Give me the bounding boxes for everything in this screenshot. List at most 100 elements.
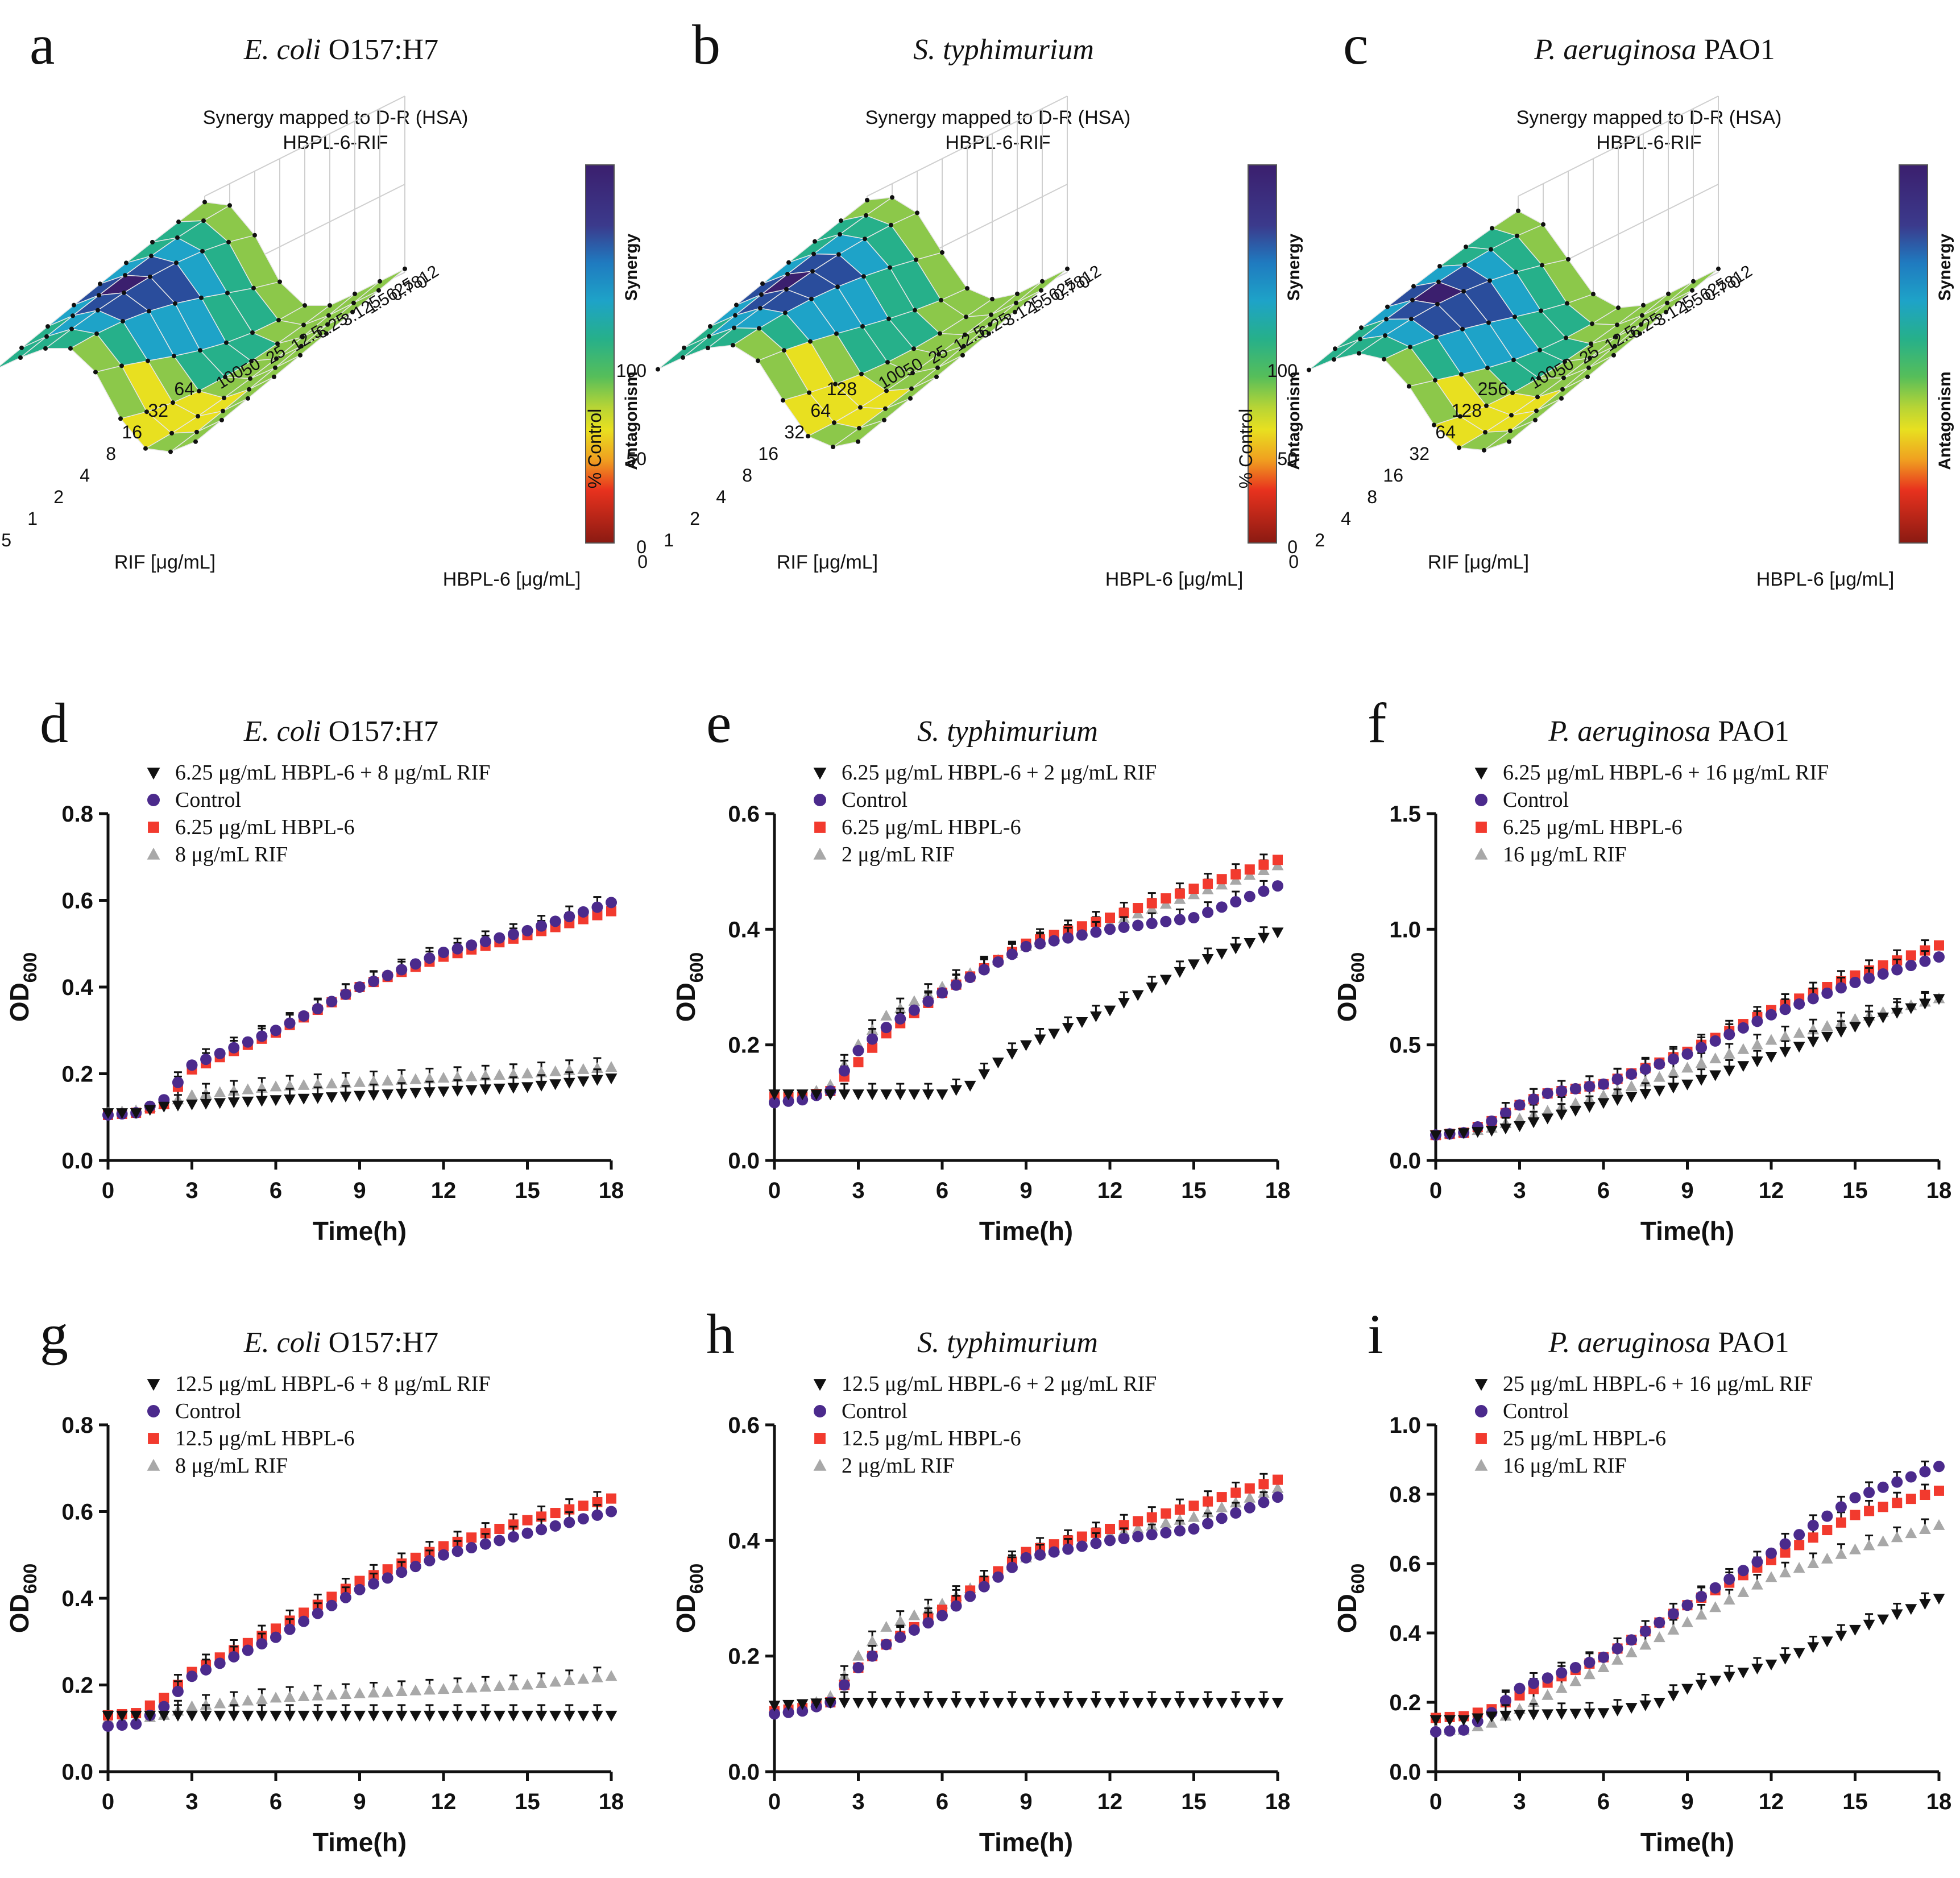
response-surface <box>656 195 1070 450</box>
data-point <box>549 1079 562 1091</box>
x-axis-label: Time(h) <box>313 1216 407 1246</box>
data-point <box>1542 1105 1554 1116</box>
data-point <box>1188 1698 1200 1709</box>
data-point <box>1174 1504 1185 1515</box>
data-point <box>1654 1058 1665 1070</box>
data-point <box>1751 1578 1763 1590</box>
data-point <box>880 1009 893 1021</box>
data-point <box>796 1089 809 1101</box>
surface-node <box>202 200 207 205</box>
data-point <box>978 1698 991 1709</box>
data-point <box>1709 1601 1722 1612</box>
surface-node <box>1589 341 1593 346</box>
y-tick-label: 0.5 <box>1389 1033 1421 1058</box>
surface-node <box>883 406 888 411</box>
data-point <box>1229 1698 1242 1709</box>
data-point <box>549 1710 562 1722</box>
data-point <box>1597 1098 1610 1109</box>
surface-node <box>143 446 148 451</box>
x-tick-label: 12 <box>431 1178 457 1203</box>
x-tick-label: 3 <box>185 1178 198 1203</box>
data-point <box>1737 1586 1750 1597</box>
surface-node <box>962 343 966 349</box>
data-point <box>437 1087 450 1097</box>
surface-node <box>809 296 814 301</box>
data-point <box>535 1080 548 1092</box>
data-point <box>354 1710 366 1722</box>
data-point <box>1105 1524 1115 1534</box>
x-tick-label: 9 <box>1681 1178 1693 1203</box>
data-point <box>1527 1709 1540 1721</box>
data-point <box>1878 960 1888 971</box>
surface-title: Synergy mapped to D-R (HSA) <box>203 107 469 128</box>
data-point <box>1104 1005 1116 1017</box>
data-point <box>312 1689 324 1701</box>
data-point <box>1779 1653 1791 1665</box>
data-point <box>1499 1107 1511 1119</box>
data-point <box>339 1710 352 1722</box>
surface-node <box>834 331 839 336</box>
data-point <box>102 1720 114 1732</box>
data-point <box>1905 950 1916 961</box>
data-point <box>978 1581 990 1593</box>
data-point <box>1230 1507 1242 1519</box>
data-point <box>312 1710 324 1722</box>
data-point <box>936 1089 948 1101</box>
data-point <box>186 1059 198 1071</box>
data-point <box>1835 1026 1847 1038</box>
surface-node <box>274 356 279 361</box>
response-surface <box>1307 208 1721 453</box>
surface-node <box>19 345 24 350</box>
data-point <box>1849 1624 1861 1636</box>
data-point <box>1216 1492 1227 1503</box>
series-0 <box>768 1691 1284 1712</box>
surface-node <box>836 252 841 257</box>
data-point <box>577 1063 590 1074</box>
data-point <box>578 1500 589 1511</box>
data-point <box>116 1108 128 1120</box>
x-tick-label: 12 <box>431 1789 457 1814</box>
series-0 <box>768 926 1284 1101</box>
data-point <box>1863 1486 1875 1498</box>
data-point <box>465 1681 478 1693</box>
y-axis-label-sub: 600 <box>686 1564 707 1594</box>
surface-node <box>18 355 23 360</box>
data-point <box>1188 1500 1199 1511</box>
surface-node <box>960 353 965 358</box>
data-point <box>1766 1547 1777 1559</box>
data-point <box>1808 1532 1818 1543</box>
data-point <box>964 1590 976 1602</box>
x-tick-label: 6 <box>936 1178 948 1203</box>
data-point <box>1709 1070 1722 1081</box>
surface-node <box>1039 288 1043 293</box>
data-point <box>992 956 1004 968</box>
x-tick-label: 12 <box>1097 1178 1123 1203</box>
data-point <box>521 1678 533 1690</box>
panel-organism-title: P. aeruginosa PAO1 <box>1534 34 1775 66</box>
data-point <box>852 1649 864 1661</box>
data-point <box>1273 855 1283 865</box>
data-point <box>144 1105 156 1116</box>
data-point <box>1090 1698 1102 1709</box>
surface-node <box>839 218 843 223</box>
data-point <box>1527 1117 1540 1129</box>
surface-node <box>1511 358 1516 363</box>
data-point <box>549 1065 562 1076</box>
x-tick-label: 64 <box>174 379 194 399</box>
x-tick-label: 9 <box>1020 1789 1032 1814</box>
series-0 <box>1429 992 1945 1142</box>
surface-node <box>173 301 177 306</box>
data-point <box>1822 1525 1833 1536</box>
x-tick-label: 32 <box>148 400 168 421</box>
legend-label: 12.5 μg/mL HBPL-6 + 2 μg/mL RIF <box>842 1372 1157 1396</box>
data-point <box>1695 1680 1708 1691</box>
panel-letter: d <box>40 691 68 754</box>
y-axis-label: OD600 <box>1332 952 1368 1022</box>
data-point <box>810 1698 823 1710</box>
data-point <box>1793 1042 1805 1053</box>
data-point <box>186 1099 198 1110</box>
data-point <box>1611 1653 1623 1665</box>
data-point <box>367 1710 380 1722</box>
data-point <box>465 1070 478 1081</box>
data-point <box>1174 1698 1186 1709</box>
